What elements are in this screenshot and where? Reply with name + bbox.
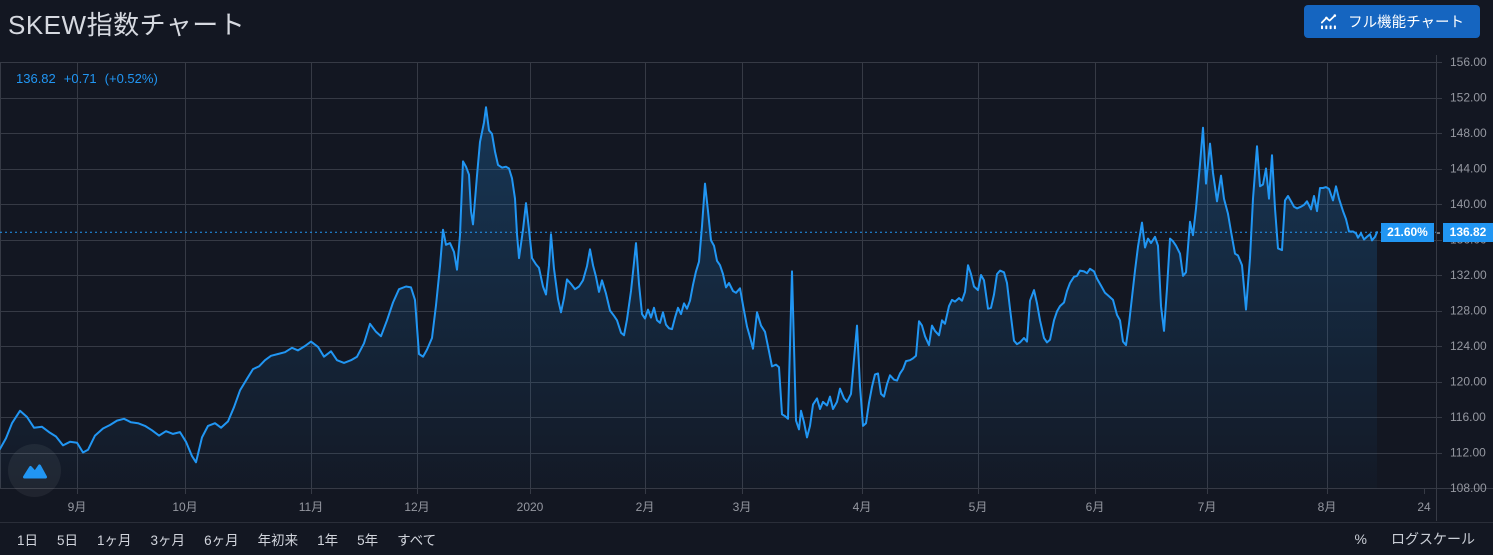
time-axis-label: 8月 — [1318, 500, 1337, 514]
time-axis-label: 11月 — [299, 500, 323, 514]
page-title: SKEW指数チャート — [8, 10, 246, 40]
price-axis-label: 152.00 — [1450, 91, 1487, 105]
legend-change-percent: (+0.52%) — [104, 71, 158, 86]
price-axis-label: 124.00 — [1450, 339, 1487, 353]
time-axis-label: 4月 — [853, 500, 872, 514]
time-axis-label: 24 — [1417, 500, 1431, 514]
price-axis-label: 144.00 — [1450, 162, 1487, 176]
time-axis-label: 2月 — [636, 500, 655, 514]
price-axis-label: 128.00 — [1450, 304, 1487, 318]
toolbar-right: % ログスケール — [1351, 527, 1493, 551]
price-line — [0, 106, 1378, 464]
range-buttons: 1日 5日 1ヶ月 3ヶ月 6ヶ月 年初来 1年 5年 すべて — [0, 527, 441, 551]
tradingview-logo-button[interactable] — [8, 444, 61, 497]
range-button[interactable]: 1ヶ月 — [97, 533, 132, 548]
price-axis-label: 156.00 — [1450, 55, 1487, 69]
range-button[interactable]: 1日 — [17, 533, 39, 548]
tag-price-box: 136.82 — [1443, 223, 1493, 242]
range-button[interactable]: 6ヶ月 — [204, 533, 239, 548]
price-axis-labels: 156.00152.00148.00144.00140.00136.00132.… — [1450, 55, 1487, 495]
legend-change: +0.71 — [63, 71, 97, 86]
area-fill — [0, 107, 1377, 489]
price-axis-label: 140.00 — [1450, 197, 1487, 211]
price-axis-label: 132.00 — [1450, 268, 1487, 282]
current-price-tag: 21.60% - 136.82 — [1381, 223, 1493, 242]
time-axis-label: 6月 — [1086, 500, 1105, 514]
time-axis-label: 5月 — [969, 500, 988, 514]
range-button[interactable]: すべて — [397, 533, 437, 548]
price-axis-label: 116.00 — [1450, 410, 1486, 424]
price-legend: 136.82 +0.71 (+0.52%) — [16, 71, 158, 86]
legend-price: 136.82 — [16, 71, 56, 86]
range-button[interactable]: 3ヶ月 — [150, 533, 186, 548]
time-axis-labels: 9月 10月 11月 12月 2020 2月 3月 4月 5月 6月 7月 8月 24 — [68, 500, 1431, 514]
time-axis-label: 10月 — [172, 500, 197, 514]
price-axis-label: 120.00 — [1450, 375, 1487, 389]
time-axis-label: 7月 — [1198, 500, 1217, 514]
full-chart-button[interactable]: フル機能チャート — [1304, 5, 1480, 38]
price-axis[interactable] — [1437, 55, 1493, 489]
range-button[interactable]: 5日 — [57, 533, 79, 548]
time-axis-label: 2020 — [517, 500, 544, 514]
price-axis-label: 112.00 — [1450, 446, 1486, 460]
range-button[interactable]: 1年 — [317, 533, 339, 548]
range-button[interactable]: 年初来 — [257, 533, 299, 548]
tag-percent-box: 21.60% — [1381, 223, 1434, 242]
log-scale-button[interactable]: ログスケール — [1391, 531, 1475, 547]
time-axis[interactable] — [0, 489, 1436, 521]
toolbar: 1日 5日 1ヶ月 3ヶ月 6ヶ月 年初来 1年 5年 すべて % ログスケール — [0, 522, 1493, 555]
price-axis-label: 148.00 — [1450, 126, 1487, 140]
time-axis-label: 3月 — [733, 500, 752, 514]
tag-separator: - — [1436, 225, 1441, 239]
time-axis-label: 9月 — [68, 500, 87, 514]
percent-scale-button[interactable]: % — [1354, 531, 1367, 547]
chart-line-icon — [1320, 13, 1339, 30]
mountain-area-icon — [21, 459, 49, 483]
price-axis-label: 108.00 — [1450, 481, 1487, 495]
time-axis-label: 12月 — [404, 500, 429, 514]
range-button[interactable]: 5年 — [357, 533, 379, 548]
full-chart-button-label: フル機能チャート — [1348, 15, 1464, 31]
